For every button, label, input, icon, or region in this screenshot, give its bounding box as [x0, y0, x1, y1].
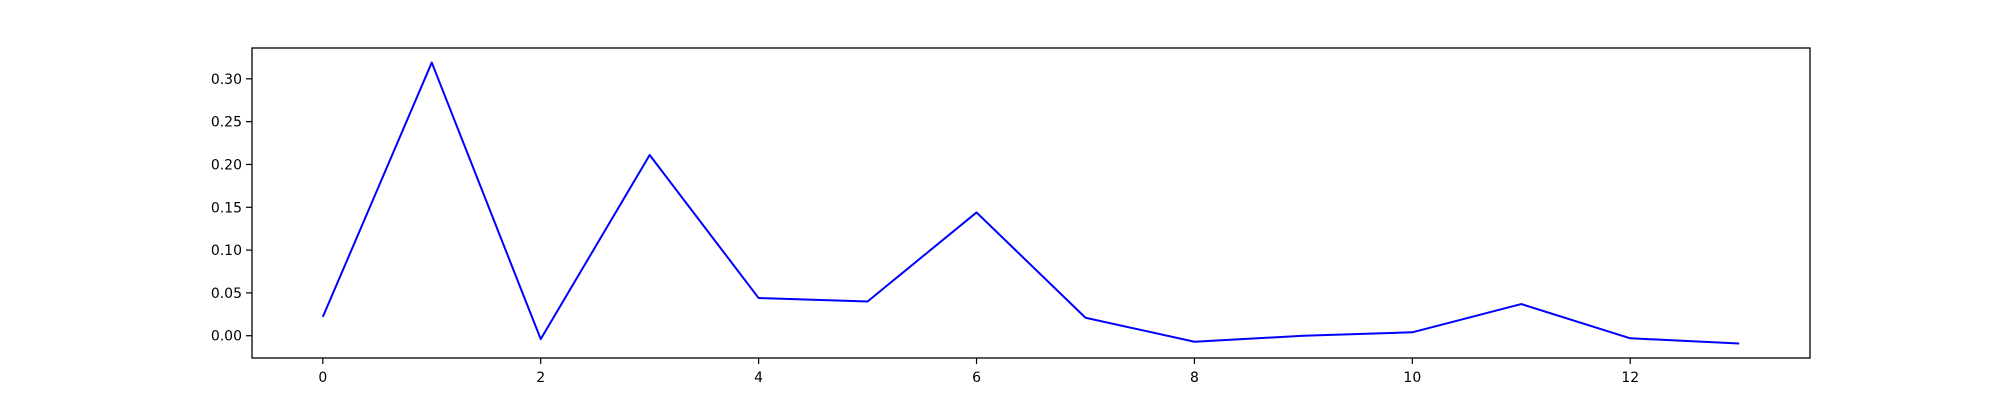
x-tick-label: 8 [1190, 370, 1199, 386]
y-tick-label: 0.00 [211, 329, 242, 345]
x-tick-label: 4 [754, 370, 763, 386]
x-tick-label: 6 [972, 370, 981, 386]
series-line [321, 61, 1740, 345]
plot-area [252, 48, 1810, 358]
y-tick-label: 0.30 [211, 72, 242, 88]
x-tick-label: 0 [318, 370, 327, 386]
x-tick-label: 2 [536, 370, 545, 386]
x-axis: 0 2 4 6 8 10 12 [318, 358, 1639, 386]
y-tick-label: 0.05 [211, 286, 242, 302]
x-tick-label: 12 [1621, 370, 1639, 386]
y-tick-label: 0.15 [211, 200, 242, 216]
y-tick-label: 0.10 [211, 243, 242, 259]
y-axis: 0.00 0.05 0.10 0.15 0.20 0.25 0.30 [211, 72, 252, 345]
y-tick-label: 0.25 [211, 115, 242, 131]
plot-frame [251, 47, 1811, 359]
x-tick-label: 10 [1403, 370, 1421, 386]
y-tick-label: 0.20 [211, 157, 242, 173]
